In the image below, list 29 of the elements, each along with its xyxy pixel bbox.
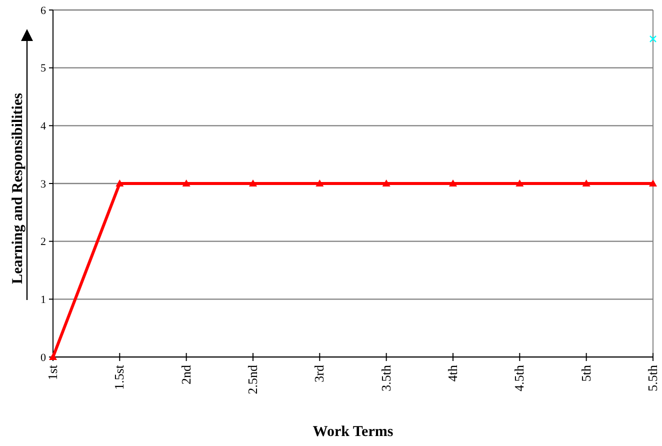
x-tick-label: 1.5st bbox=[112, 364, 127, 390]
point bbox=[382, 180, 390, 186]
x-tick-label: 4th bbox=[445, 364, 460, 382]
x-tick-label: 4.5th bbox=[512, 364, 527, 392]
y-tick-label: 4 bbox=[40, 120, 46, 133]
x-tick-label: 2.5nd bbox=[245, 364, 260, 394]
x-tick-label: 2nd bbox=[178, 364, 194, 384]
x-tick-label: 3rd bbox=[312, 364, 327, 382]
x-tick-label: 5th bbox=[578, 364, 594, 382]
y-tick-label: 2 bbox=[40, 236, 46, 248]
point bbox=[316, 180, 324, 186]
x-tick-label: 1st bbox=[45, 364, 60, 380]
y-tick-label: 3 bbox=[40, 178, 46, 190]
point bbox=[116, 180, 124, 186]
x-tick-label: 3.5th bbox=[378, 364, 394, 392]
point bbox=[516, 180, 524, 186]
x-axis-title: Work Terms bbox=[312, 424, 394, 440]
point bbox=[649, 180, 657, 186]
point bbox=[182, 180, 190, 186]
point bbox=[449, 180, 457, 186]
point bbox=[249, 180, 257, 186]
y-tick-label: 5 bbox=[40, 62, 46, 75]
y-axis-title: Learning and Responsibilities bbox=[10, 92, 26, 284]
point bbox=[582, 180, 590, 186]
y-tick-label: 6 bbox=[40, 4, 46, 17]
y-tick-label: 1 bbox=[40, 294, 46, 306]
y-tick-label: 0 bbox=[40, 352, 46, 364]
point bbox=[649, 35, 657, 43]
x-tick-label: 5.5th bbox=[645, 364, 660, 392]
